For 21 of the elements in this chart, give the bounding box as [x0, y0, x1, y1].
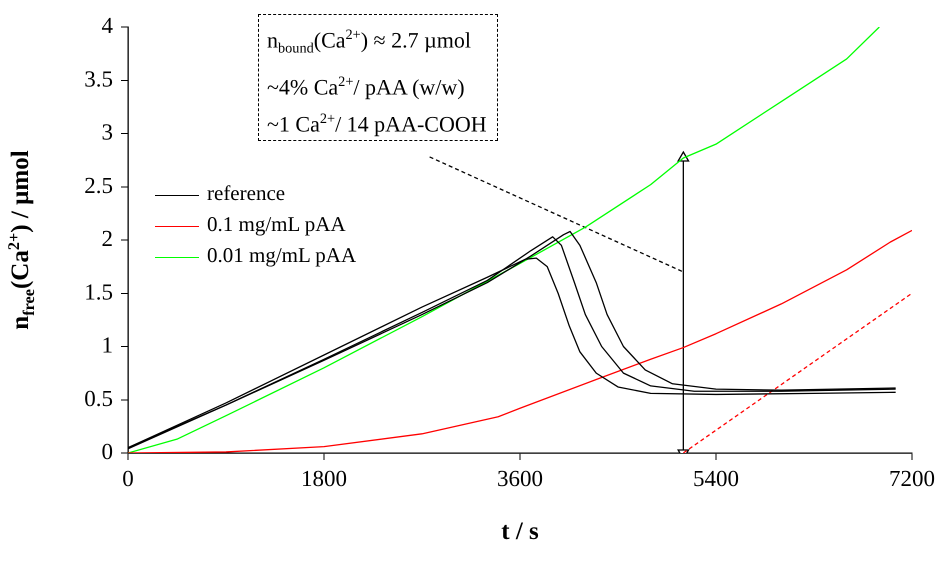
y-tick-label: 1.5: [84, 279, 113, 304]
y-tick-label: 1: [102, 332, 113, 358]
x-tick-label: 1800: [301, 466, 347, 491]
annotation: n$_{bound}$(Ca$^{2+}$) ≈ 2.7 µmol: [267, 26, 472, 59]
annotation: ~4% Ca$^{2+}$/ pAA (w/w): [267, 72, 466, 102]
y-tick-label: 0: [102, 439, 113, 464]
annotation: ~1 Ca$^{2+}$/ 14 pAA-COOH: [267, 110, 487, 138]
x-tick-label: 3600: [497, 466, 543, 491]
x-tick-label: 5400: [693, 466, 739, 491]
y-tick-label: 3.5: [84, 66, 113, 92]
y-tick-label: 0.5: [84, 386, 113, 411]
legend-label: reference: [206, 180, 286, 207]
legend-label: 0.1 mg/mL pAA: [206, 211, 347, 238]
y-tick-label: 2.5: [84, 172, 113, 198]
x-axis-title: t / s: [501, 518, 539, 546]
x-tick-label: 7200: [889, 466, 935, 491]
y-tick-label: 2: [102, 226, 113, 252]
x-tick-label: 0: [122, 466, 134, 491]
y-tick-label: 3: [102, 120, 113, 145]
y-tick-label: 4: [102, 13, 114, 38]
legend-label: 0.01 mg/mL pAA: [206, 242, 356, 269]
